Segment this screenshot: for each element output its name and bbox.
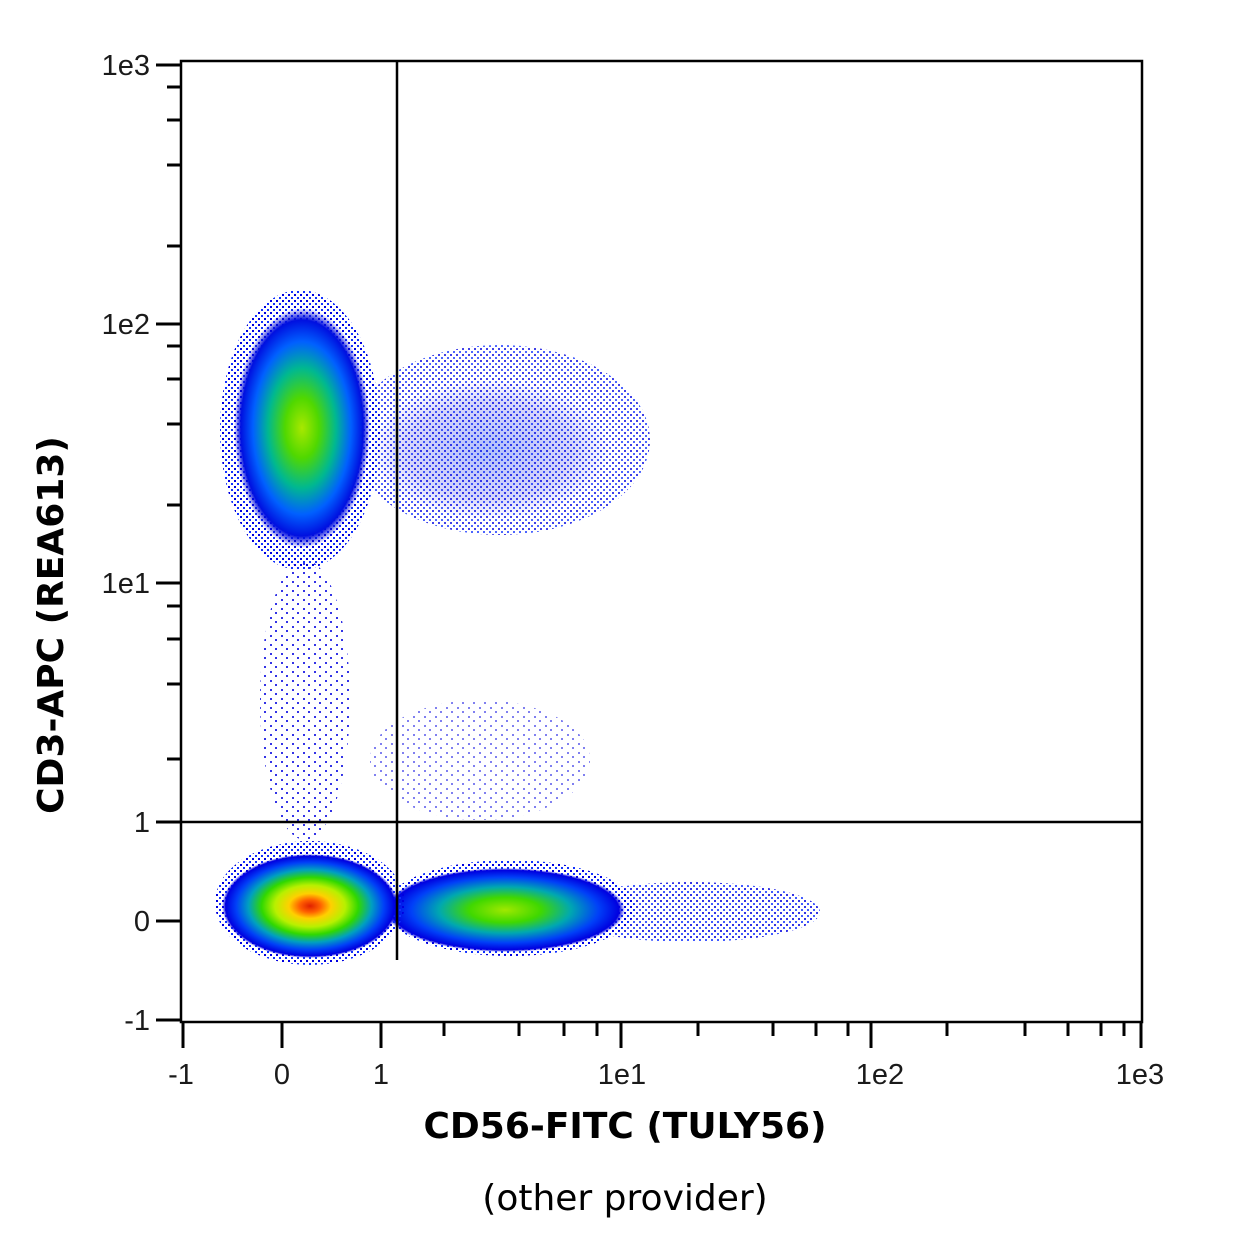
event-populations — [215, 290, 820, 965]
x-tick-1e1: 1e1 — [598, 1059, 646, 1091]
y-tick-0: 0 — [134, 906, 150, 938]
y-tick-labels: 1e3 1e2 1e1 1 0 -1 — [102, 50, 150, 1037]
x-axis-subtitle: (other provider) — [482, 1178, 767, 1219]
x-tick-minus1: -1 — [168, 1059, 194, 1091]
sparse-events-vertical — [260, 560, 350, 840]
x-axis — [181, 1022, 1143, 1048]
x-tick-1e2: 1e2 — [856, 1059, 904, 1091]
y-tick-1: 1 — [134, 807, 150, 839]
y-tick-1e3: 1e3 — [102, 50, 150, 82]
population-cd3pos-cd56neg — [234, 308, 370, 548]
y-tick-1e1: 1e1 — [102, 568, 150, 600]
x-tick-0: 0 — [274, 1059, 290, 1091]
x-axis-title: CD56-FITC (TULY56) — [423, 1106, 826, 1147]
x-tick-1e3: 1e3 — [1116, 1059, 1164, 1091]
y-axis — [156, 63, 181, 1022]
y-axis-title: CD3-APC (REA613) — [31, 436, 72, 814]
x-tick-labels: -1 0 1 1e1 1e2 1e3 — [168, 1059, 1164, 1091]
population-cd3neg-cd56neg — [222, 854, 398, 958]
x-tick-1: 1 — [373, 1059, 389, 1091]
y-tick-minus1: -1 — [124, 1005, 150, 1037]
population-cd3neg-cd56pos — [385, 868, 625, 952]
sparse-events-mid — [370, 700, 590, 820]
y-tick-1e2: 1e2 — [102, 309, 150, 341]
population-cd3pos-cd56pos-core — [370, 380, 610, 520]
